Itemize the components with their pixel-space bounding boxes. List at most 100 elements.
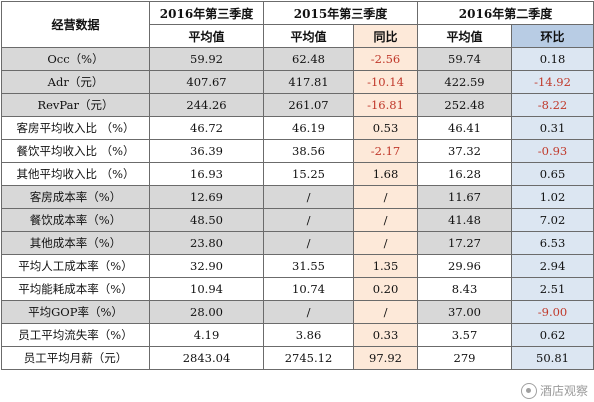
cell-2016q2-avg: 279 xyxy=(417,346,512,370)
table-row: RevPar（元） 244.26 261.07 -16.81 252.48 -8.22 xyxy=(1,93,594,117)
cell-qoq: -8.22 xyxy=(511,93,594,117)
cell-2016q2-avg: 8.43 xyxy=(417,277,512,301)
cell-qoq: 6.53 xyxy=(511,231,594,255)
row-label: 员工平均月薪（元） xyxy=(1,346,150,370)
cell-2016q2-avg: 46.41 xyxy=(417,116,512,140)
camera-lens-icon xyxy=(520,382,537,399)
cell-yoy: -16.81 xyxy=(353,93,418,117)
cell-qoq: -0.93 xyxy=(511,139,594,163)
cell-2016q2-avg: 3.57 xyxy=(417,323,512,347)
header-2016q2: 2016年第二季度 xyxy=(417,1,594,25)
cell-2016q3-avg: 59.92 xyxy=(149,47,264,71)
row-label: 客房平均收入比 （%） xyxy=(1,116,150,140)
cell-yoy: 0.33 xyxy=(353,323,418,347)
corner-header: 经营数据 xyxy=(1,1,150,48)
cell-2016q2-avg: 37.32 xyxy=(417,139,512,163)
cell-yoy: 97.92 xyxy=(353,346,418,370)
row-label: 客房成本率（%） xyxy=(1,185,150,209)
row-label: 平均能耗成本率（%） xyxy=(1,277,150,301)
cell-qoq: -9.00 xyxy=(511,300,594,324)
cell-2016q3-avg: 32.90 xyxy=(149,254,264,278)
row-label: 其他成本率（%） xyxy=(1,231,150,255)
cell-2016q2-avg: 41.48 xyxy=(417,208,512,232)
cell-2015q3-avg: / xyxy=(263,185,354,209)
watermark-text: 酒店观察 xyxy=(539,384,588,398)
row-label: 其他平均收入比 （%） xyxy=(1,162,150,186)
cell-yoy: 1.68 xyxy=(353,162,418,186)
header-row-sub: 平均值 平均值 同比 平均值 环比 xyxy=(2,24,594,48)
cell-2015q3-avg: 2745.12 xyxy=(263,346,354,370)
table-row: 其他成本率（%） 23.80//17.27 6.53 xyxy=(1,231,594,255)
row-label: 餐饮成本率（%） xyxy=(1,208,150,232)
table-row: 平均人工成本率（%） 32.90 31.55 1.35 29.96 2.94 xyxy=(1,254,594,278)
cell-2016q3-avg: 48.50 xyxy=(149,208,264,232)
cell-yoy: / xyxy=(353,231,418,255)
table-row: 员工平均月薪（元） 2843.04 2745.12 97.92 279 50.81 xyxy=(1,346,594,370)
cell-2015q3-avg: 46.19 xyxy=(263,116,354,140)
cell-2015q3-avg: 38.56 xyxy=(263,139,354,163)
cell-2016q3-avg: 28.00 xyxy=(149,300,264,324)
cell-qoq: 2.94 xyxy=(511,254,594,278)
cell-2016q2-avg: 37.00 xyxy=(417,300,512,324)
cell-yoy: 0.53 xyxy=(353,116,418,140)
cell-yoy: / xyxy=(353,300,418,324)
header-2015q3: 2015年第三季度 xyxy=(263,1,418,25)
cell-2015q3-avg: / xyxy=(263,208,354,232)
subheader-yoy: 同比 xyxy=(353,24,418,48)
table-row: 餐饮平均收入比 （%） 36.39 38.56 -2.17 37.32 -0.93 xyxy=(1,139,594,163)
row-label: 平均人工成本率（%） xyxy=(1,254,150,278)
cell-qoq: 1.02 xyxy=(511,185,594,209)
table-row: 其他平均收入比 （%） 16.93 15.25 1.68 16.28 0.65 xyxy=(1,162,594,186)
cell-qoq: 50.81 xyxy=(511,346,594,370)
cell-2016q3-avg: 12.69 xyxy=(149,185,264,209)
cell-qoq: 7.02 xyxy=(511,208,594,232)
cell-2016q2-avg: 59.74 xyxy=(417,47,512,71)
cell-2016q3-avg: 10.94 xyxy=(149,277,264,301)
cell-qoq: 0.31 xyxy=(511,116,594,140)
cell-2015q3-avg: 417.81 xyxy=(263,70,354,94)
cell-2015q3-avg: 10.74 xyxy=(263,277,354,301)
cell-2016q3-avg: 407.67 xyxy=(149,70,264,94)
cell-qoq: 0.18 xyxy=(511,47,594,71)
subheader-avg-2015q3: 平均值 xyxy=(263,24,354,48)
cell-2016q3-avg: 46.72 xyxy=(149,116,264,140)
table-row: 平均能耗成本率（%） 10.94 10.74 0.20 8.43 2.51 xyxy=(1,277,594,301)
cell-2015q3-avg: 31.55 xyxy=(263,254,354,278)
cell-2015q3-avg: 15.25 xyxy=(263,162,354,186)
row-label: 平均GOP率（%） xyxy=(1,300,150,324)
cell-2015q3-avg: 62.48 xyxy=(263,47,354,71)
row-label: 员工平均流失率（%） xyxy=(1,323,150,347)
cell-yoy: -10.14 xyxy=(353,70,418,94)
table-row: Occ（%） 59.92 62.48 -2.56 59.74 0.18 xyxy=(1,47,594,71)
row-label: 餐饮平均收入比 （%） xyxy=(1,139,150,163)
cell-2015q3-avg: 3.86 xyxy=(263,323,354,347)
cell-2016q2-avg: 16.28 xyxy=(417,162,512,186)
table-row: 员工平均流失率（%） 4.19 3.86 0.33 3.57 0.62 xyxy=(1,323,594,347)
cell-2015q3-avg: / xyxy=(263,300,354,324)
cell-qoq: 0.62 xyxy=(511,323,594,347)
cell-2016q2-avg: 252.48 xyxy=(417,93,512,117)
table-row: 客房平均收入比 （%） 46.72 46.19 0.53 46.41 0.31 xyxy=(1,116,594,140)
cell-2016q2-avg: 17.27 xyxy=(417,231,512,255)
cell-2016q2-avg: 11.67 xyxy=(417,185,512,209)
cell-qoq: 2.51 xyxy=(511,277,594,301)
cell-qoq: 0.65 xyxy=(511,162,594,186)
row-label: Occ（%） xyxy=(1,47,150,71)
data-table-wrap: 经营数据 2016年第三季度 2015年第三季度 2016年第二季度 平均值 平… xyxy=(1,1,594,370)
cell-2016q3-avg: 16.93 xyxy=(149,162,264,186)
cell-2016q2-avg: 422.59 xyxy=(417,70,512,94)
watermark: 酒店观察 xyxy=(520,382,588,399)
cell-yoy: 0.20 xyxy=(353,277,418,301)
subheader-avg-2016q2: 平均值 xyxy=(417,24,512,48)
table-body: Occ（%） 59.92 62.48 -2.56 59.74 0.18 Adr（元） 407.… xyxy=(1,47,594,370)
cell-yoy: / xyxy=(353,208,418,232)
cell-2016q3-avg: 23.80 xyxy=(149,231,264,255)
table-row: 餐饮成本率（%） 48.50//41.48 7.02 xyxy=(1,208,594,232)
cell-yoy: 1.35 xyxy=(353,254,418,278)
table-row: Adr（元） 407.67 417.81 -10.14 422.59 -14.92 xyxy=(1,70,594,94)
cell-2015q3-avg: / xyxy=(263,231,354,255)
table-row: 客房成本率（%） 12.69//11.67 1.02 xyxy=(1,185,594,209)
cell-2015q3-avg: 261.07 xyxy=(263,93,354,117)
cell-yoy: -2.17 xyxy=(353,139,418,163)
row-label: Adr（元） xyxy=(1,70,150,94)
